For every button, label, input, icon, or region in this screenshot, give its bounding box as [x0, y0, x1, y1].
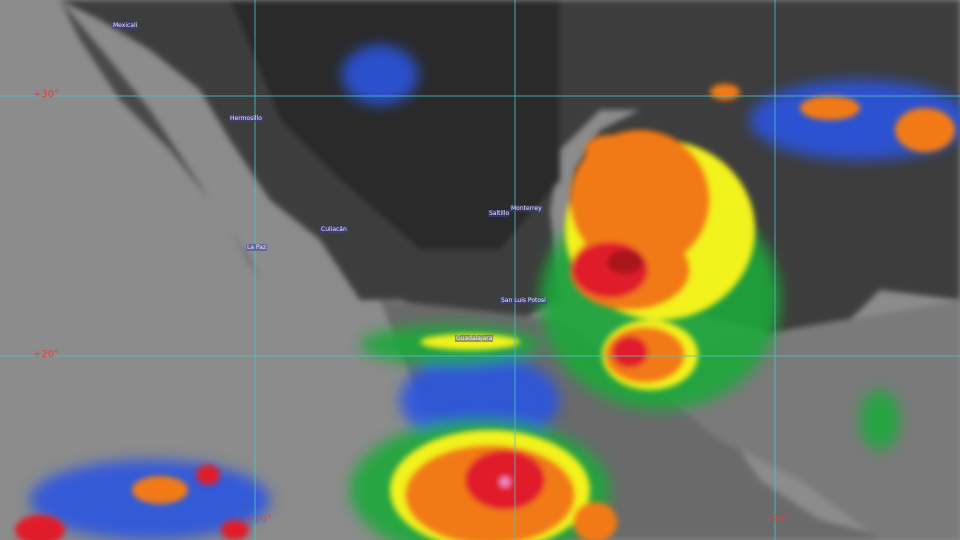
city-label: Hermosillo — [229, 115, 263, 122]
lat-label-20: +20° — [33, 349, 60, 360]
cloud-tops — [15, 45, 960, 540]
lon-label-110: -110° — [244, 514, 272, 525]
city-label: Monterrey — [510, 205, 543, 212]
city-label: Guadalajara — [455, 335, 494, 342]
city-label: Culiacán — [320, 226, 348, 233]
city-label: Mexicali — [112, 22, 139, 29]
lat-label-30: +30° — [33, 89, 60, 100]
city-label: San Luis Potosí — [500, 297, 547, 304]
city-label: La Paz — [246, 244, 268, 251]
lon-label-90: -90° — [768, 514, 790, 525]
city-label: Saltillo — [488, 210, 511, 217]
